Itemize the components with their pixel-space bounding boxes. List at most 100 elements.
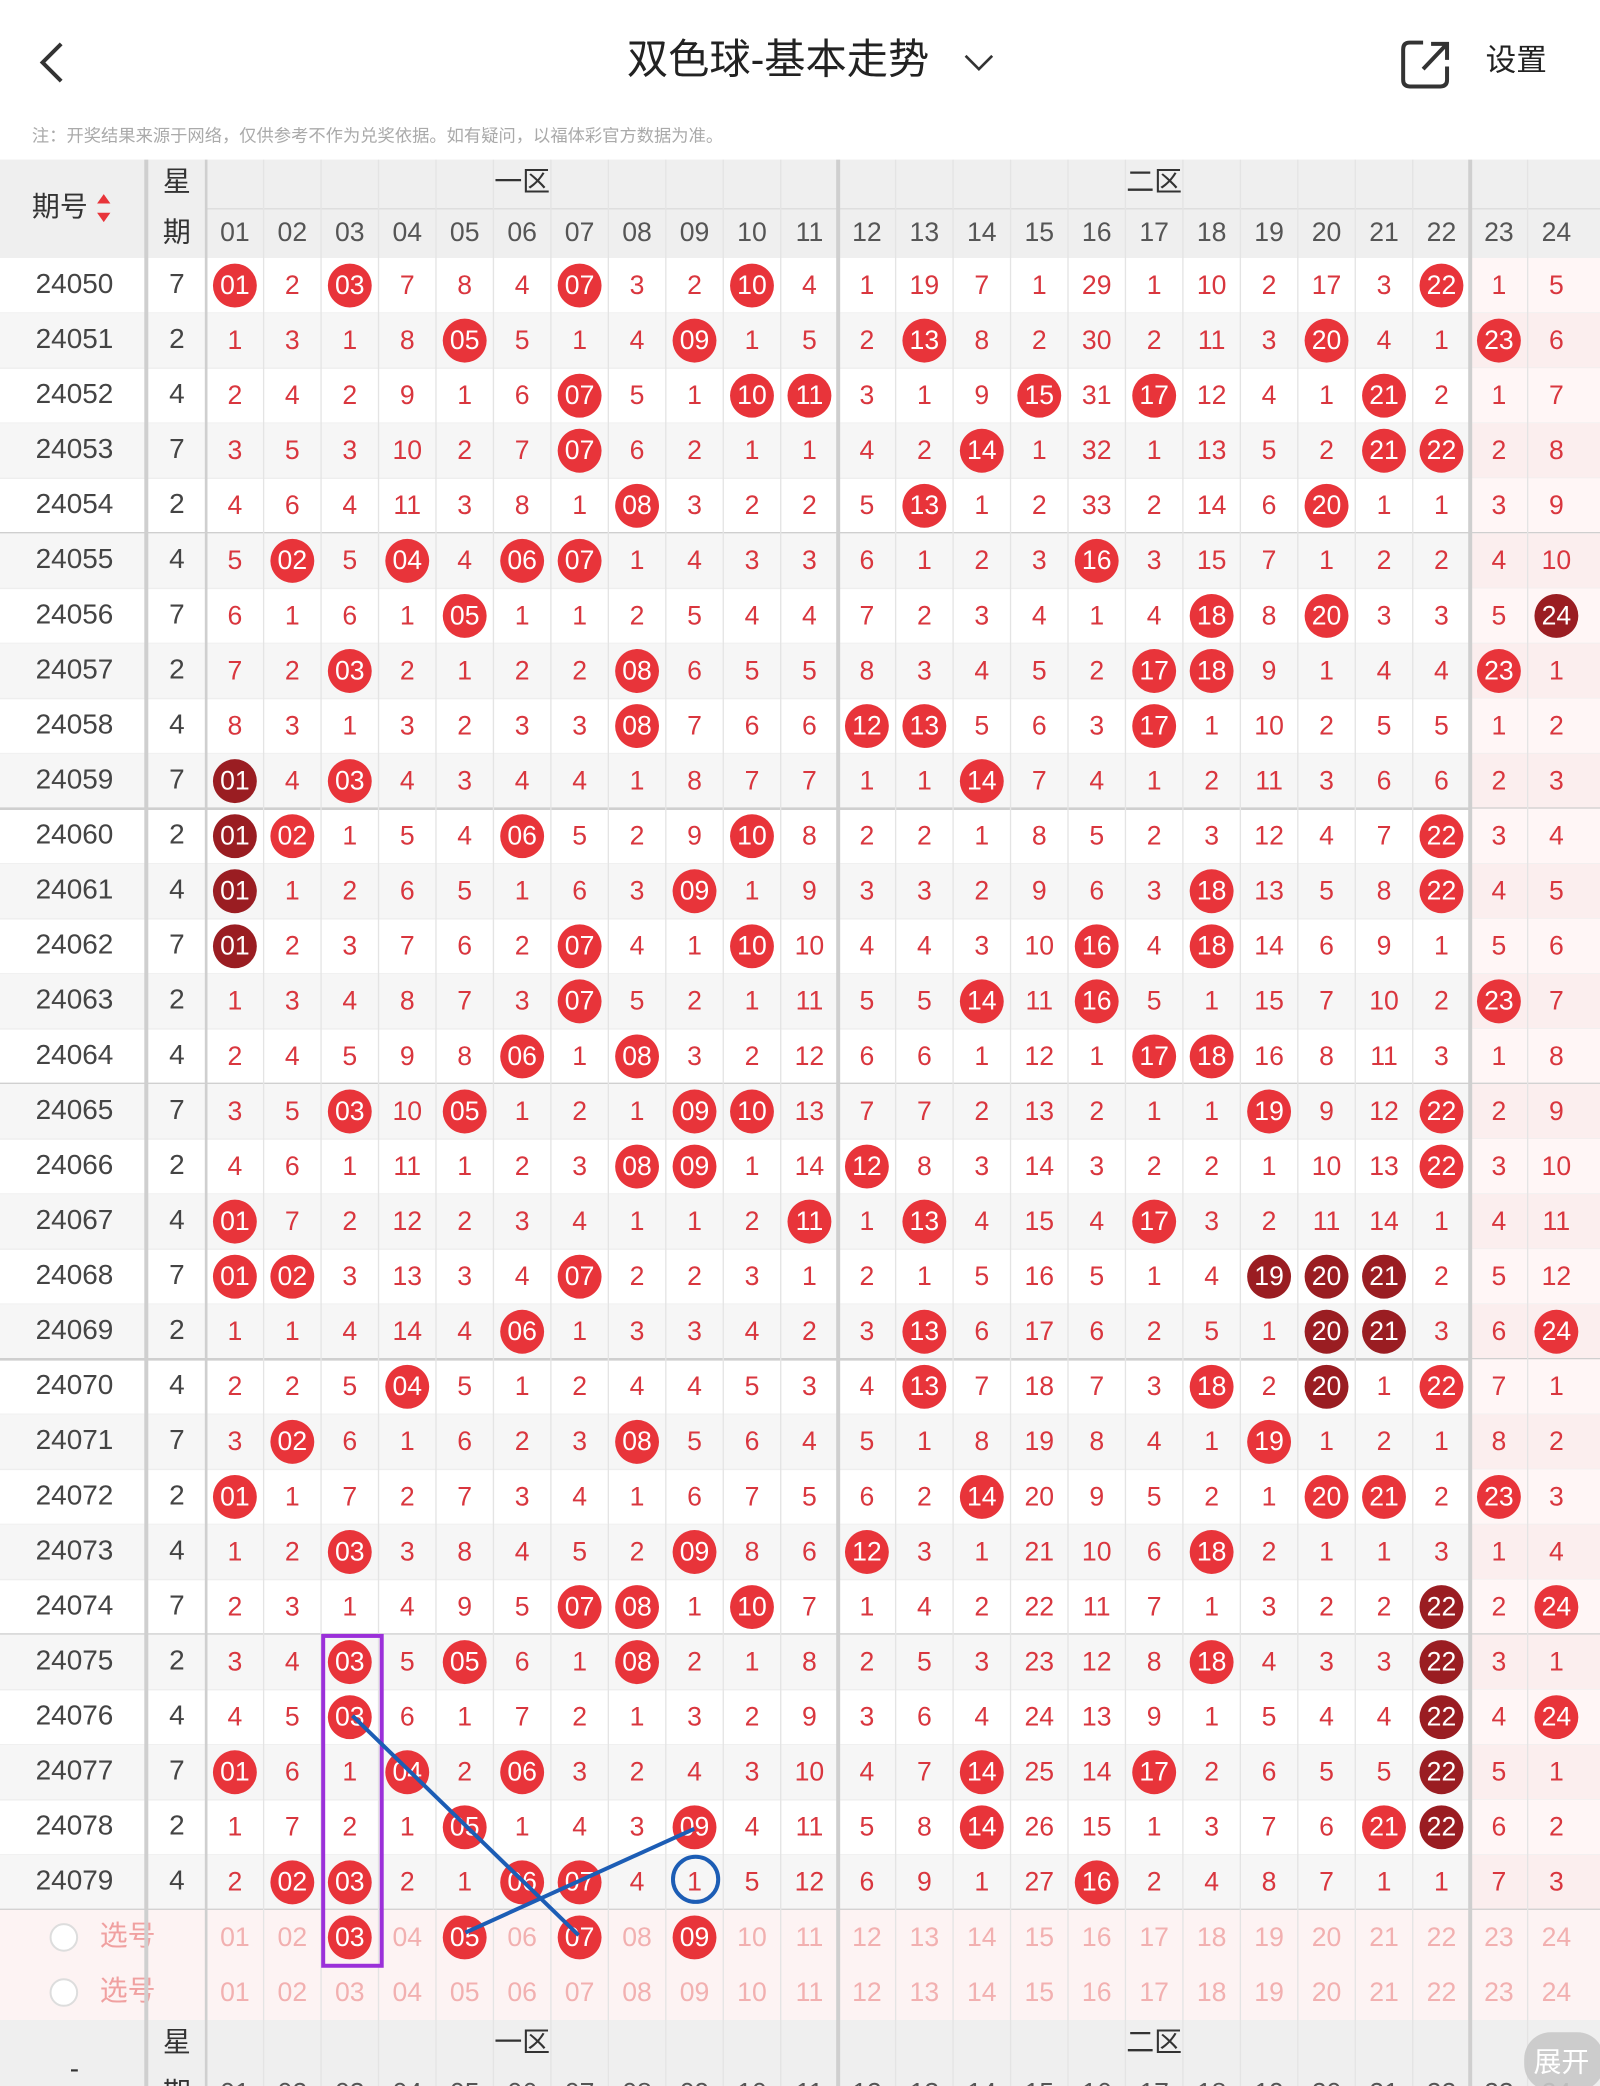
select-number[interactable]: 08 [622,1977,652,2007]
select-number[interactable]: 15 [1024,1977,1054,2007]
miss-count: 1 [860,1206,875,1236]
issue-number: 24075 [36,1644,114,1675]
select-number[interactable]: 23 [1484,1922,1514,1952]
miss-count: 2 [1434,545,1449,575]
select-number[interactable]: 17 [1139,1977,1169,2007]
picked-number[interactable]: 09 [680,1922,710,1952]
number-header: 04 [392,2078,422,2086]
miss-count: 2 [285,1371,300,1401]
number-header: 10 [737,2078,767,2086]
miss-count: 1 [1262,1151,1277,1181]
select-number[interactable]: 16 [1082,1977,1112,2007]
ball-number: 09 [680,1812,710,1842]
select-number[interactable]: 22 [1427,1922,1457,1952]
select-number[interactable]: 12 [852,1922,882,1952]
miss-count: 4 [860,1757,875,1787]
page-title[interactable]: 双色球-基本走势 [627,36,929,82]
select-number[interactable]: 08 [622,1922,652,1952]
select-number[interactable]: 01 [220,1922,250,1952]
radio-button[interactable] [49,1923,79,1952]
select-number[interactable]: 23 [1484,1977,1514,2007]
select-number[interactable]: 07 [565,1977,595,2007]
select-number[interactable]: 04 [392,1922,422,1952]
blue-zone-bg [1470,1634,1600,1690]
issue-number: 24074 [36,1589,114,1620]
miss-count: 5 [974,710,989,740]
column-header[interactable]: 期号 [32,191,88,222]
ball-number: 06 [507,545,537,575]
select-number[interactable]: 03 [335,1977,365,2007]
miss-count: 8 [745,1536,760,1566]
weekday: 2 [169,819,185,850]
miss-count: 1 [1549,655,1564,685]
ball-number: 16 [1082,986,1112,1016]
sort-icon[interactable] [97,194,111,223]
hit-ball [1074,1860,1119,1905]
select-number[interactable]: 24 [1542,1922,1572,1952]
hit-ball [557,979,602,1024]
miss-count: 4 [860,1371,875,1401]
select-number[interactable]: 05 [450,1977,480,2007]
miss-count: 2 [917,821,932,851]
select-number[interactable]: 04 [392,1977,422,2007]
radio-button[interactable] [49,1978,79,2007]
select-number[interactable]: 19 [1254,1977,1284,2007]
miss-count: 3 [687,1702,702,1732]
select-number[interactable]: 20 [1312,1977,1342,2007]
settings-button[interactable]: 设置 [1486,44,1547,78]
select-number[interactable]: 18 [1197,1922,1227,1952]
select-number[interactable]: 13 [910,1922,940,1952]
title-dropdown[interactable] [964,54,994,72]
select-number[interactable]: 19 [1254,1922,1284,1952]
select-number[interactable]: 09 [680,1977,710,2007]
select-number[interactable]: 21 [1369,1922,1399,1952]
select-number[interactable]: 17 [1139,1922,1169,1952]
ball-number: 17 [1139,655,1169,685]
select-number[interactable]: 10 [737,1922,767,1952]
picked-ball[interactable] [327,1915,372,1960]
picked-number[interactable]: 03 [335,1922,365,1952]
miss-count: 8 [1549,1041,1564,1071]
select-number[interactable]: 02 [278,1977,308,2007]
select-number[interactable]: 11 [796,1977,824,2007]
picked-ball[interactable] [672,1915,717,1960]
miss-count: 8 [974,1426,989,1456]
repeat-ball [212,814,257,859]
select-number[interactable]: 12 [852,1977,882,2007]
hit-ball [844,704,889,749]
select-number[interactable]: 20 [1312,1922,1342,1952]
select-number[interactable]: 02 [278,1922,308,1952]
miss-count: 6 [1089,876,1104,906]
select-number[interactable]: 22 [1427,1977,1457,2007]
miss-count: 14 [1082,1757,1112,1787]
zone-header: 一区 [494,166,550,197]
select-number[interactable]: 14 [967,1922,997,1952]
expand-button[interactable]: 展开 [1534,2047,1590,2078]
select-number[interactable]: 14 [967,1977,997,2007]
miss-count: 2 [1032,325,1047,355]
ball-number: 10 [737,270,767,300]
select-number[interactable]: 15 [1024,1922,1054,1952]
miss-count: 5 [400,821,415,851]
issue-number: 24058 [36,708,114,739]
select-number[interactable]: 24 [1542,1977,1572,2007]
select-number[interactable]: 18 [1197,1977,1227,2007]
miss-count: 2 [1377,545,1392,575]
expand-button-bg[interactable] [1524,2032,1600,2086]
select-number[interactable]: 10 [737,1977,767,2007]
ball-number: 01 [220,1206,250,1236]
select-number[interactable]: 11 [796,1922,824,1952]
select-number[interactable]: 21 [1369,1977,1399,2007]
miss-count: 5 [1032,655,1047,685]
hit-ball [615,1585,660,1630]
select-number[interactable]: 01 [220,1977,250,2007]
select-number[interactable]: 16 [1082,1922,1112,1952]
select-number[interactable]: 06 [507,1922,537,1952]
miss-count: 1 [1492,710,1507,740]
back-button[interactable] [39,42,63,83]
select-number[interactable]: 13 [910,1977,940,2007]
miss-count: 3 [1549,1867,1564,1897]
miss-count: 1 [1377,1867,1392,1897]
select-number[interactable]: 06 [507,1977,537,2007]
share-button[interactable] [1401,40,1450,89]
